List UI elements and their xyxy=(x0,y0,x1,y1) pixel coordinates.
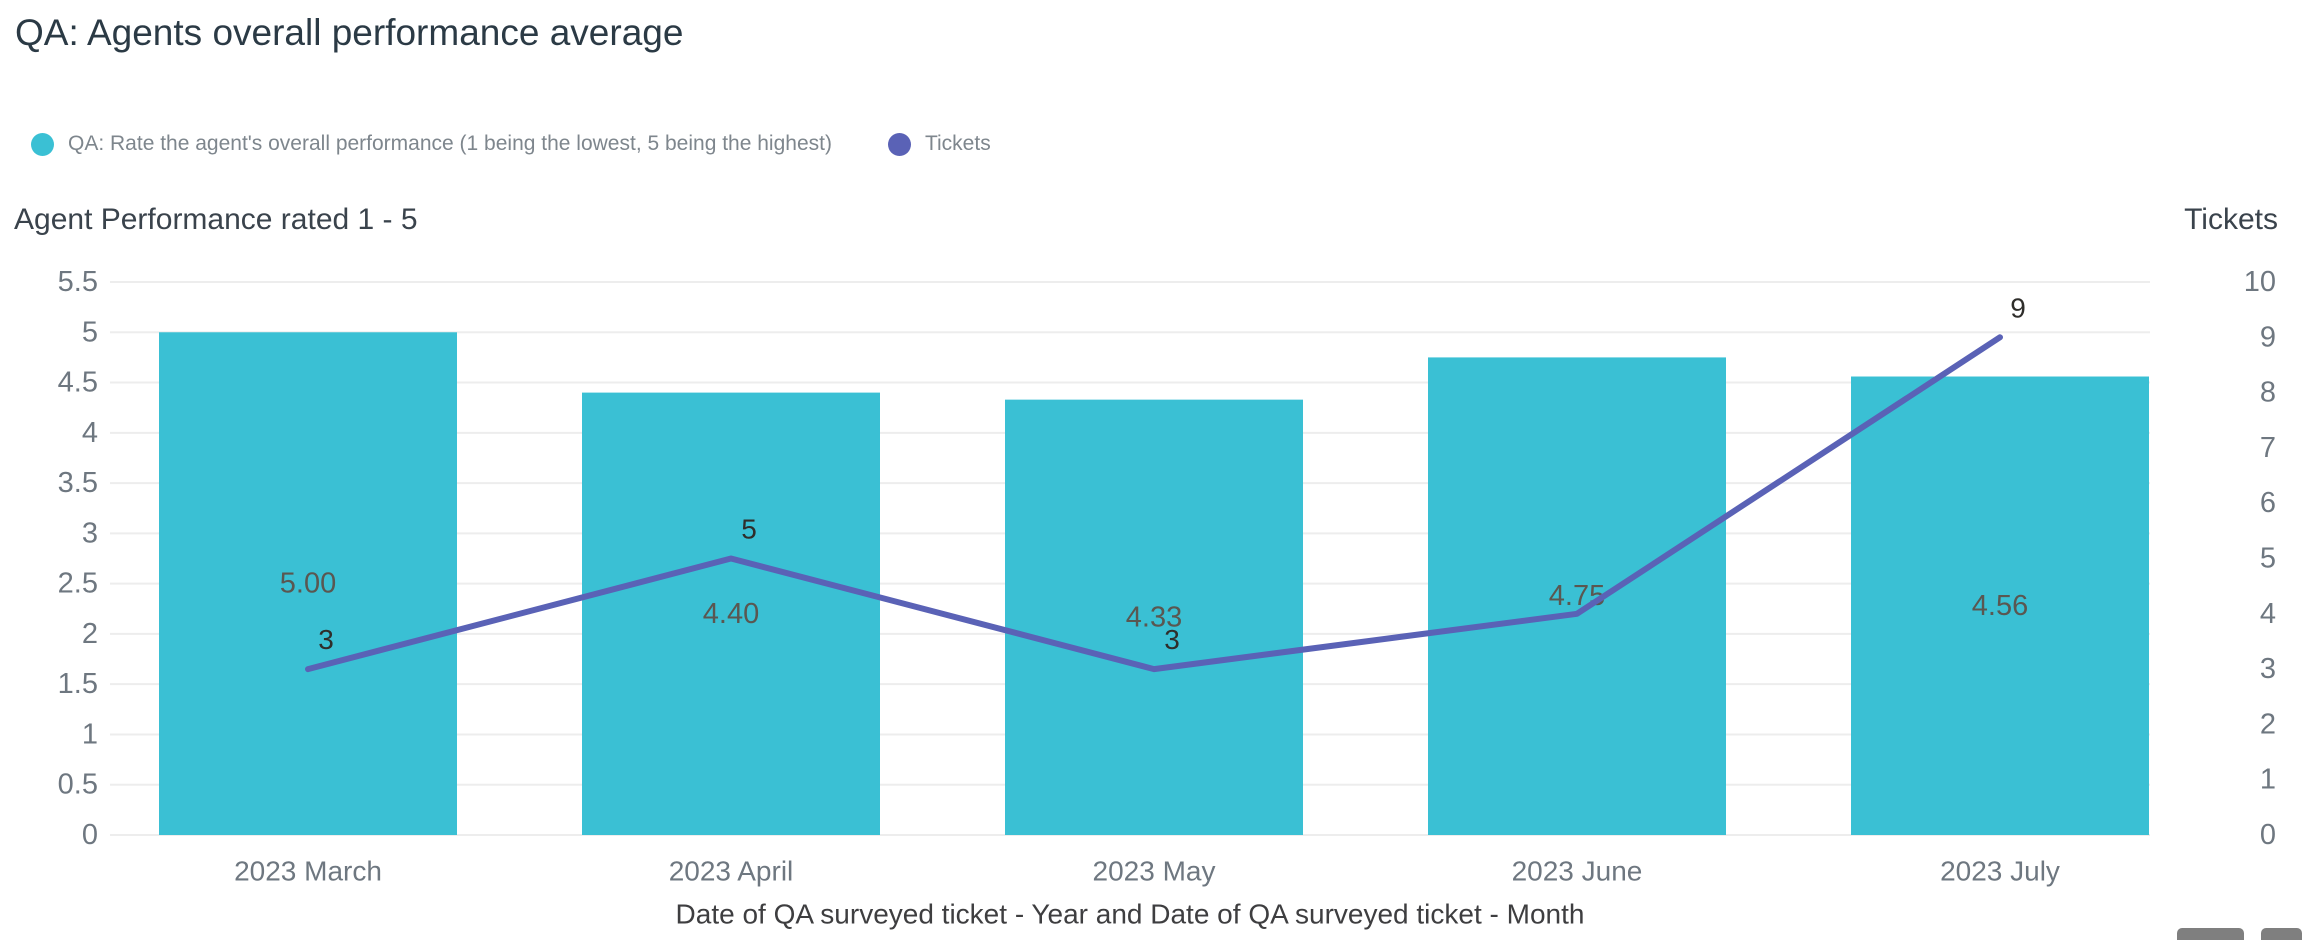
legend-dot-performance-icon xyxy=(31,132,54,156)
left-axis-title: Agent Performance rated 1 - 5 xyxy=(14,203,418,236)
bar-2023 April[interactable] xyxy=(582,392,880,835)
legend: QA: Rate the agent's overall performance… xyxy=(31,132,991,156)
right-axis-tick-label: 4 xyxy=(2260,598,2276,630)
left-axis-tick-label: 3 xyxy=(82,517,98,549)
right-axis-tick-label: 1 xyxy=(2260,764,2276,796)
right-axis-tick-label: 9 xyxy=(2260,321,2276,353)
bar-value-label: 5.00 xyxy=(280,568,336,600)
right-axis-title: Tickets xyxy=(2184,203,2278,236)
right-axis-tick-label: 2 xyxy=(2260,708,2276,740)
left-axis-tick-label: 1.5 xyxy=(58,668,98,700)
bottom-scrollbar-fragment-1[interactable] xyxy=(2177,928,2244,940)
right-axis-tick-label: 0 xyxy=(2260,819,2276,851)
bar-2023 June[interactable] xyxy=(1428,357,1726,835)
x-tick-label: 2023 April xyxy=(669,856,794,887)
legend-label-performance: QA: Rate the agent's overall performance… xyxy=(68,132,832,155)
page-title: QA: Agents overall performance average xyxy=(15,12,684,53)
x-tick-label: 2023 May xyxy=(1093,856,1216,887)
left-axis-tick-label: 5.5 xyxy=(58,266,98,298)
left-axis-tick-label: 4.5 xyxy=(58,367,98,399)
x-tick-label: 2023 March xyxy=(234,856,382,887)
legend-item-tickets[interactable]: Tickets xyxy=(887,132,991,156)
bar-2023 July[interactable] xyxy=(1851,376,2149,835)
bar-value-label: 4.56 xyxy=(1972,590,2028,622)
line-value-label: 3 xyxy=(318,624,334,655)
x-tick-label: 2023 July xyxy=(1940,856,2060,887)
left-axis-tick-label: 0 xyxy=(82,819,98,851)
line-value-label: 5 xyxy=(741,514,757,545)
line-value-label: 9 xyxy=(2010,292,2026,323)
tickets-line[interactable] xyxy=(305,334,2003,673)
left-axis-tick-label: 2.5 xyxy=(58,568,98,600)
bottom-scrollbar-fragment-2[interactable] xyxy=(2261,928,2302,940)
right-axis-tick-label: 8 xyxy=(2260,377,2276,409)
bar-2023 May[interactable] xyxy=(1005,399,1303,835)
legend-label-tickets: Tickets xyxy=(924,132,991,155)
legend-dot-tickets-icon xyxy=(887,132,911,156)
right-axis-tick-label: 3 xyxy=(2260,653,2276,685)
line-value-label: 3 xyxy=(1164,624,1180,655)
bar-value-label: 4.40 xyxy=(703,598,759,630)
left-axis-tick-label: 2 xyxy=(82,618,98,650)
bar-value-label: 4.33 xyxy=(1126,601,1182,633)
legend-item-performance[interactable]: QA: Rate the agent's overall performance… xyxy=(31,132,832,156)
left-axis-tick-label: 3.5 xyxy=(58,467,98,499)
bar-value-label: 4.75 xyxy=(1549,580,1605,612)
left-axis-tick-label: 1 xyxy=(82,718,98,750)
left-axis-tick-label: 4 xyxy=(82,417,98,449)
x-tick-label: 2023 June xyxy=(1512,856,1643,887)
right-axis-tick-label: 7 xyxy=(2260,432,2276,464)
left-axis-tick-label: 0.5 xyxy=(58,769,98,801)
bar-2023 March[interactable] xyxy=(159,332,457,835)
x-axis-title: Date of QA surveyed ticket - Year and Da… xyxy=(676,899,1585,930)
right-axis-tick-label: 10 xyxy=(2244,266,2276,298)
right-axis-tick-label: 5 xyxy=(2260,543,2276,575)
right-axis-tick-label: 6 xyxy=(2260,487,2276,519)
left-axis-tick-label: 5 xyxy=(82,316,98,348)
